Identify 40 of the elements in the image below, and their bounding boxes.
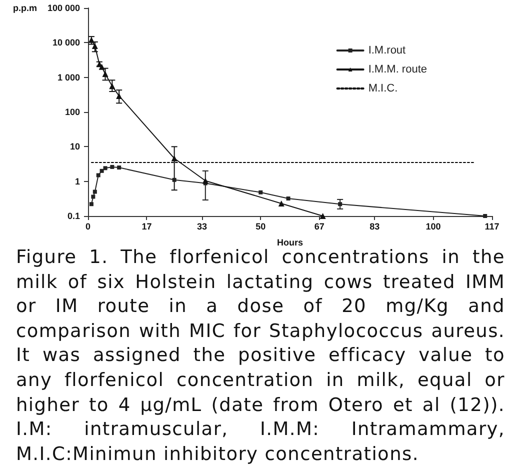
point — [172, 178, 176, 182]
x-axis-title: Hours — [276, 238, 304, 248]
point — [483, 214, 488, 218]
point — [89, 202, 94, 206]
x-tick-label: 117 — [484, 222, 500, 232]
x-tick-label: 0 — [85, 222, 91, 232]
point — [103, 166, 108, 170]
x-tick-label: 17 — [142, 222, 152, 232]
legend-label: M.I.C. — [368, 82, 398, 94]
x-tick-label: 100 — [426, 222, 441, 232]
point — [116, 92, 122, 99]
point — [278, 200, 284, 206]
point — [117, 166, 122, 170]
y-tick-label: 1 000 — [57, 72, 80, 82]
point — [320, 213, 326, 219]
y-tick-label: 1 — [74, 176, 80, 186]
point — [202, 178, 208, 184]
x-tick-label: 33 — [196, 222, 207, 232]
y-tick-label: 10 — [70, 142, 80, 152]
y-tick-label: 100 000 — [47, 3, 80, 13]
y-tick-label: 100 — [64, 107, 80, 117]
point — [92, 190, 97, 194]
point — [96, 173, 100, 178]
point — [110, 164, 114, 169]
y-tick-label: 10 000 — [52, 38, 80, 48]
x-tick-label: 67 — [314, 222, 324, 232]
point — [258, 190, 263, 194]
y-axis-title: p.p.m — [13, 3, 37, 13]
point — [91, 194, 96, 199]
y-tick-label: 0.1 — [67, 211, 80, 221]
x-tick-label: 83 — [370, 222, 380, 232]
x-tick-label: 50 — [256, 222, 266, 232]
text: Figure 1. The florfenicol concentrations in the milk of six Holstein lactating cows treated IMM or IM route in a dose of 20 mg/Kg and comparison with MIC for Staphylococcus aureus. It was assigned the positive efficacy value to any florfenicol concentration in milk, equal or higher to 4 µg/mL (date from Otero et al (12)). I.M: intramuscular, I.M.M: Intramammary, M.I.C:Minimun inhibitory concentrations. — [16, 247, 505, 465]
point — [98, 64, 105, 70]
point — [109, 83, 116, 90]
legend-label: I.M.M. route — [368, 64, 428, 76]
point — [100, 168, 104, 173]
point — [338, 202, 342, 206]
point — [286, 196, 290, 200]
legend-label: I.M.rout — [368, 44, 406, 56]
